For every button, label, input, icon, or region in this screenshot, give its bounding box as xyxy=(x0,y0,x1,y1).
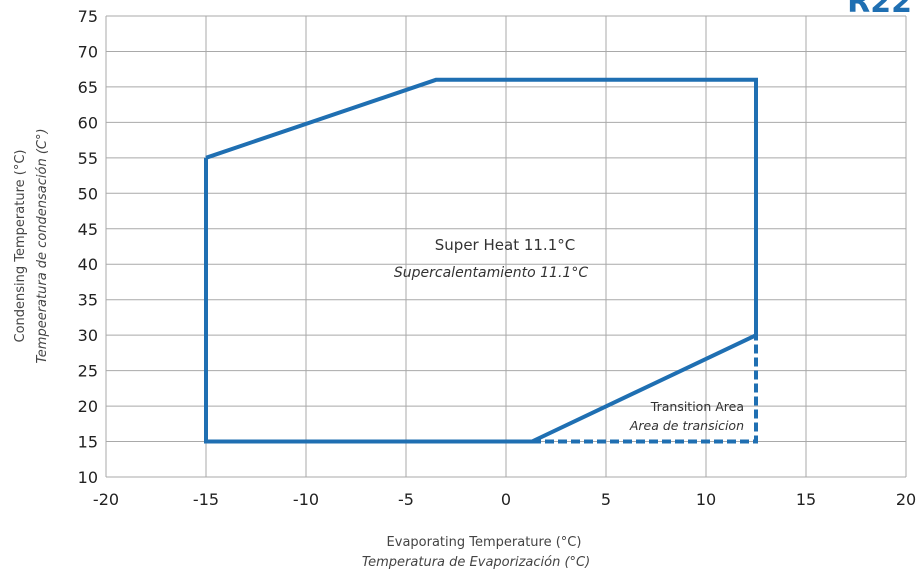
x-tick-label: 10 xyxy=(696,490,716,509)
superheat-label: Super Heat 11.1°C xyxy=(435,236,575,254)
x-tick-label: 0 xyxy=(501,490,511,509)
y-tick-label: 60 xyxy=(78,113,98,132)
y-tick-label: 30 xyxy=(78,326,98,345)
x-tick-labels: -20 -15 -10 -5 0 5 10 15 20 xyxy=(93,490,916,509)
x-tick-label: -15 xyxy=(193,490,219,509)
x-tick-label: 20 xyxy=(896,490,916,509)
transition-area-boundary xyxy=(532,335,758,444)
transition-area-label: Transition Area xyxy=(650,399,744,414)
x-tick-label: -5 xyxy=(398,490,414,509)
y-tick-label: 15 xyxy=(78,433,98,452)
x-tick-label: -10 xyxy=(293,490,319,509)
envelope-series xyxy=(204,77,758,444)
x-tick-label: -20 xyxy=(93,490,119,509)
x-tick-label: 15 xyxy=(796,490,816,509)
y-axis-title-es: Tempeeratura de condensación (C°) xyxy=(35,128,50,363)
superheat-label-es: Supercalentamiento 11.1°C xyxy=(394,265,588,281)
transition-area-label-es: Area de transicion xyxy=(629,418,744,433)
y-tick-label: 35 xyxy=(78,291,98,310)
y-tick-label: 25 xyxy=(78,362,98,381)
envelope-boundary xyxy=(204,77,758,444)
y-tick-label: 70 xyxy=(78,42,98,61)
y-tick-label: 10 xyxy=(78,468,98,487)
y-tick-label: 20 xyxy=(78,397,98,416)
y-tick-label: 50 xyxy=(78,184,98,203)
y-tick-label: 45 xyxy=(78,220,98,239)
y-axis-title: Condensing Temperature (°C) xyxy=(13,150,28,343)
x-axis-title-es: Temperatura de Evaporización (°C) xyxy=(362,555,590,570)
x-axis-title: Evaporating Temperature (°C) xyxy=(387,535,582,550)
x-tick-label: 5 xyxy=(601,490,611,509)
y-tick-label: 65 xyxy=(78,78,98,97)
y-tick-label: 40 xyxy=(78,255,98,274)
y-tick-labels: 10 15 20 25 30 35 40 45 50 55 60 65 70 75 xyxy=(78,7,98,487)
y-tick-label: 75 xyxy=(78,7,98,26)
y-tick-label: 55 xyxy=(78,149,98,168)
refrigerant-badge: R22 xyxy=(847,0,912,20)
